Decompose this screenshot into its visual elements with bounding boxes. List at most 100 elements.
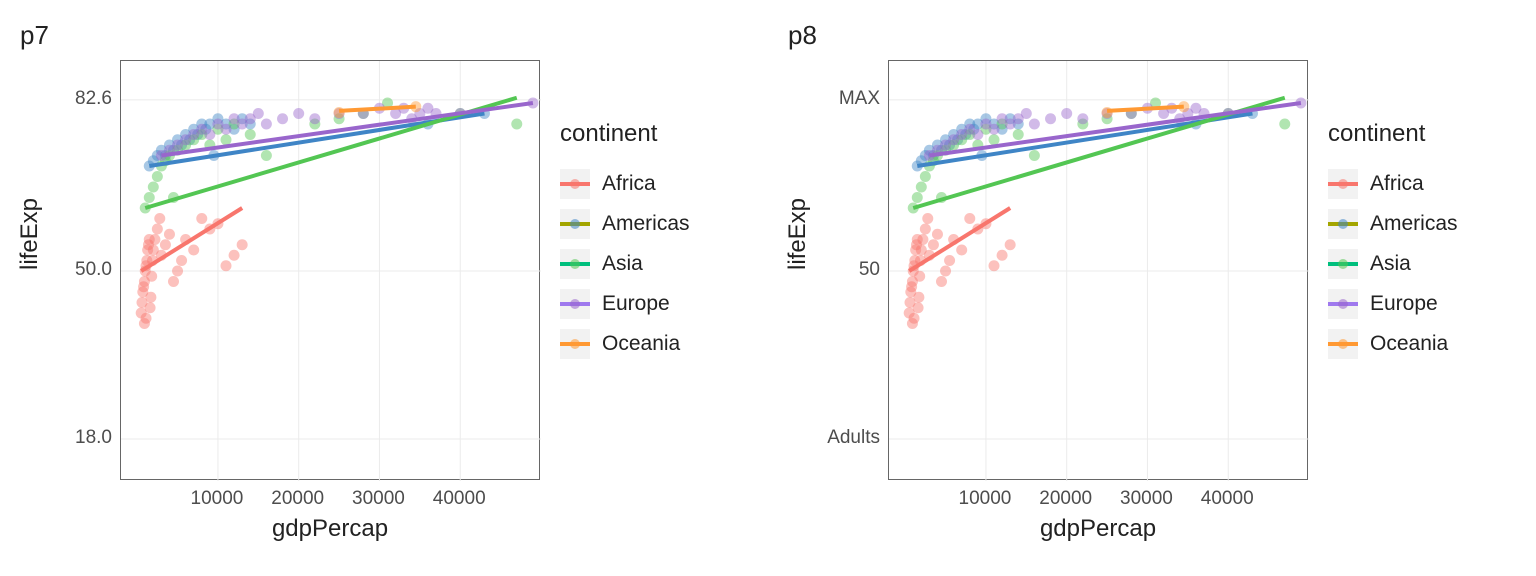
data-point xyxy=(148,182,159,193)
y-tick-label: 50 xyxy=(859,259,880,281)
data-point xyxy=(168,276,179,287)
legend-label: Asia xyxy=(602,252,643,276)
legend-item: Americas xyxy=(560,204,750,244)
data-point xyxy=(913,302,924,313)
plot-svg-p8 xyxy=(889,61,1307,479)
x-tick-label: 10000 xyxy=(191,488,244,510)
legend-key-dot-icon xyxy=(570,339,580,349)
panel-p8: p8 Adults50MAX 10000200003000040000 life… xyxy=(768,0,1536,576)
data-point xyxy=(1013,129,1024,140)
legend-key-dot-icon xyxy=(570,259,580,269)
legend-key xyxy=(1328,329,1358,359)
data-point xyxy=(917,234,928,245)
legend-key-dot-icon xyxy=(1338,179,1348,189)
plot-svg-p7 xyxy=(121,61,539,479)
y-ticks-p8: Adults50MAX xyxy=(768,60,886,480)
data-point xyxy=(928,239,939,250)
legend-key-dot-icon xyxy=(1338,299,1348,309)
legend-key xyxy=(1328,249,1358,279)
legend-label: Asia xyxy=(1370,252,1411,276)
legend-key xyxy=(1328,209,1358,239)
data-point xyxy=(145,302,156,313)
data-point xyxy=(997,250,1008,261)
data-point xyxy=(1077,113,1088,124)
legend-title: continent xyxy=(560,120,750,148)
x-ticks-p8: 10000200003000040000 xyxy=(888,484,1308,514)
legend-item: Americas xyxy=(1328,204,1518,244)
data-point xyxy=(152,224,163,235)
legend-item: Europe xyxy=(560,284,750,324)
data-point xyxy=(913,292,924,303)
data-point xyxy=(160,239,171,250)
y-ticks-p7: 18.0 50.0 82.6 xyxy=(0,60,118,480)
data-point xyxy=(221,124,232,135)
y-tick-label: Adults xyxy=(827,427,880,449)
y-tick-label: 50.0 xyxy=(75,259,112,281)
data-point xyxy=(932,229,943,240)
y-tick-label: 82.6 xyxy=(75,88,112,110)
data-point xyxy=(293,108,304,119)
x-tick-label: 40000 xyxy=(433,488,486,510)
data-point xyxy=(221,260,232,271)
data-point xyxy=(188,245,199,256)
data-point xyxy=(141,313,152,324)
data-point xyxy=(146,271,157,282)
data-point xyxy=(145,292,156,303)
data-point xyxy=(1279,119,1290,130)
legend-item: Oceania xyxy=(1328,324,1518,364)
legend-key xyxy=(560,329,590,359)
legend-key-dot-icon xyxy=(1338,339,1348,349)
data-point xyxy=(245,129,256,140)
y-axis-label-p7: lifeExp xyxy=(16,198,44,270)
legend-label: Africa xyxy=(602,172,656,196)
data-point xyxy=(1021,108,1032,119)
data-point xyxy=(920,224,931,235)
legend-item: Asia xyxy=(1328,244,1518,284)
data-point xyxy=(154,213,165,224)
data-point xyxy=(204,129,215,140)
data-point xyxy=(176,255,187,266)
x-tick-label: 20000 xyxy=(1039,488,1092,510)
y-tick-label: 18.0 xyxy=(75,427,112,449)
x-axis-label-p8: gdpPercap xyxy=(1040,515,1156,543)
data-point xyxy=(989,124,1000,135)
data-point xyxy=(511,119,522,130)
data-point xyxy=(989,134,1000,145)
legend-key-dot-icon xyxy=(1338,259,1348,269)
data-point xyxy=(972,129,983,140)
legend-item: Europe xyxy=(1328,284,1518,324)
plot-area-p7 xyxy=(120,60,540,480)
legend-title: continent xyxy=(1328,120,1518,148)
plot-area-p8 xyxy=(888,60,1308,480)
legend-key-dot-icon xyxy=(570,219,580,229)
legend-label: Europe xyxy=(602,292,670,316)
panel-p7: p7 18.050.082.6 10000200003000040000 lif… xyxy=(0,0,768,576)
legend-key-dot-icon xyxy=(570,299,580,309)
legend-p8: continent AfricaAmericas Asia Europe Oceani… xyxy=(1328,120,1518,364)
legend-key xyxy=(1328,169,1358,199)
data-point xyxy=(1029,119,1040,130)
data-point xyxy=(1061,108,1072,119)
legend-item: Asia xyxy=(560,244,750,284)
data-point xyxy=(1029,150,1040,161)
x-ticks-p7: 10000200003000040000 xyxy=(120,484,540,514)
x-tick-label: 30000 xyxy=(352,488,405,510)
legend-item: Africa xyxy=(560,164,750,204)
legend-label: Americas xyxy=(602,212,690,236)
legend-key-dot-icon xyxy=(1338,219,1348,229)
data-point xyxy=(1005,239,1016,250)
data-point xyxy=(229,250,240,261)
panel-title-p7: p7 xyxy=(20,20,49,51)
data-point xyxy=(164,229,175,240)
x-tick-label: 10000 xyxy=(959,488,1012,510)
data-point xyxy=(149,234,160,245)
data-point xyxy=(940,266,951,277)
legend-key xyxy=(560,289,590,319)
legend-item: Oceania xyxy=(560,324,750,364)
legend-item: Africa xyxy=(1328,164,1518,204)
legend-items-p7: Africa Americas Asia Europe Oceania xyxy=(560,164,750,364)
x-tick-label: 30000 xyxy=(1120,488,1173,510)
legend-key xyxy=(1328,289,1358,319)
legend-label: Oceania xyxy=(1370,332,1448,356)
data-point xyxy=(920,171,931,182)
